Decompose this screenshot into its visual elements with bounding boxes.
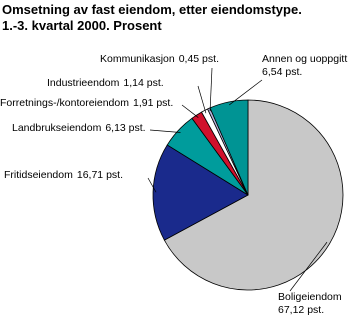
- slice-label: Industrieendom 1,14 pst.: [47, 77, 164, 89]
- slice-label: Annen og uoppgitt: [262, 53, 347, 65]
- slice-category: Forretnings-/kontoreiendom: [0, 97, 129, 109]
- slice-value-label: 67,12 pst.: [278, 304, 324, 316]
- slice-value-label: 6,54 pst.: [262, 66, 302, 78]
- slice-category: Fritidseiendom: [4, 169, 73, 181]
- slice-label: Kommunikasjon 0,45 pst.: [100, 53, 219, 65]
- slice-label: Fritidseiendom 16,71 pst.: [4, 169, 123, 181]
- leader-line: [147, 177, 157, 193]
- slice-category: Kommunikasjon: [100, 53, 175, 65]
- slice-value-label: 0,45 pst.: [179, 53, 219, 65]
- slice-value-label: 6,13 pst.: [105, 122, 145, 134]
- slice-value-label: 16,71 pst.: [77, 169, 123, 181]
- slice-value-label: 1,91 pst.: [133, 97, 173, 109]
- chart-subtitle: 1.-3. kvartal 2000. Prosent: [2, 18, 162, 33]
- slice-label: Forretnings-/kontoreiendom 1,91 pst.: [0, 97, 173, 109]
- leader-line: [209, 67, 213, 112]
- pie-slice: [163, 99, 344, 291]
- leader-line: [149, 129, 181, 133]
- leader-line: [197, 85, 207, 114]
- slice-category: Industrieendom: [47, 77, 120, 89]
- leader-line: [181, 104, 199, 118]
- slice-value-label: 1,14 pst.: [123, 77, 163, 89]
- leader-line: [229, 79, 263, 106]
- pie-slice: [152, 144, 249, 241]
- leader-line: [289, 241, 328, 292]
- slice-label: Boligeiendom: [278, 291, 342, 303]
- pie-slice: [209, 99, 249, 196]
- chart-title: Omsetning av fast eiendom, etter eiendom…: [2, 2, 302, 17]
- slice-category: Landbrukseiendom: [12, 122, 102, 134]
- slice-label: Landbrukseiendom 6,13 pst.: [12, 122, 146, 134]
